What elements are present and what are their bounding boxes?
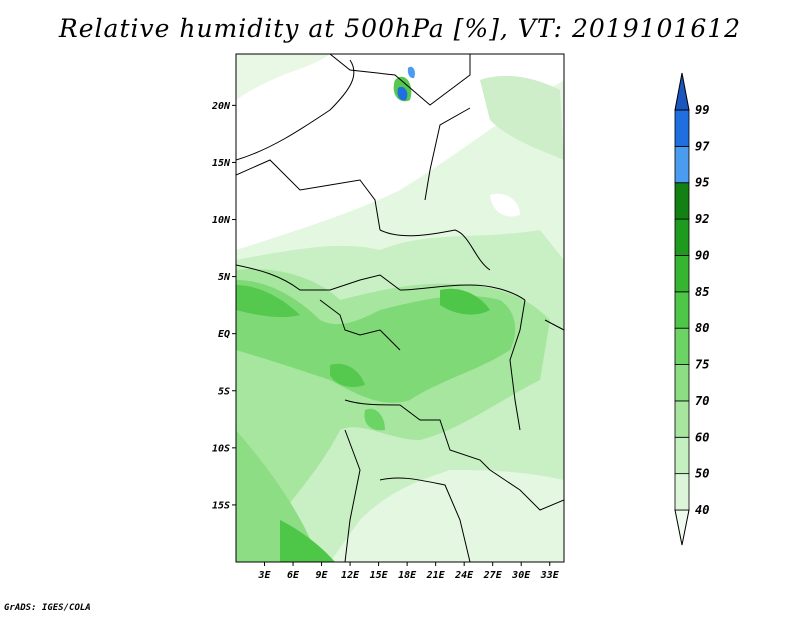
humidity-region <box>280 520 335 562</box>
lat-tick-label: 10S <box>212 443 230 454</box>
lat-tick-label: 15S <box>212 500 230 511</box>
colorbar-segment <box>674 400 690 438</box>
humidity-region <box>236 285 300 318</box>
lon-tick-label: 33E <box>540 570 560 581</box>
humidity-region <box>236 430 320 562</box>
colorbar-segment <box>674 327 690 365</box>
colorbar-label: 97 <box>695 139 710 153</box>
lon-tick-label: 21E <box>426 570 446 581</box>
lat-tick-label: 10N <box>212 215 231 226</box>
colorbar-segment <box>674 72 690 111</box>
lon-tick-label: 3E <box>257 570 271 581</box>
colorbar-segment <box>674 473 690 511</box>
colorbar-label: 90 <box>695 248 709 262</box>
colorbar-segment <box>674 109 690 147</box>
humidity-region <box>490 193 520 217</box>
country-borders <box>236 54 564 562</box>
colorbar-label: 95 <box>695 176 709 190</box>
chart-title: Relative humidity at 500hPa [%], VT: 201… <box>58 14 742 43</box>
lat-tick-label: EQ <box>218 329 230 340</box>
humidity-region <box>407 66 415 79</box>
humidity-field <box>236 54 564 562</box>
lon-tick-label: 24E <box>454 570 474 581</box>
colorbar-segment <box>674 255 690 293</box>
colorbar-label: 99 <box>695 103 709 117</box>
colorbar-segment <box>674 145 690 184</box>
humidity-region <box>397 86 408 101</box>
colorbar-segment <box>674 364 690 402</box>
lon-tick-label: 9E <box>316 570 329 581</box>
colorbar-segment <box>674 182 690 220</box>
colorbar-label: 80 <box>695 321 709 335</box>
colorbar-label: 75 <box>695 358 709 372</box>
humidity-region <box>480 75 564 160</box>
lon-tick-label: 30E <box>511 570 531 581</box>
lon-tick-label: 18E <box>398 570 417 581</box>
grads-credit: GrADS: IGES/COLA <box>4 603 91 613</box>
humidity-region <box>236 280 516 403</box>
colorbar-segment <box>674 509 690 546</box>
lat-tick-label: 5S <box>218 386 230 397</box>
lat-tick-label: 20N <box>211 101 231 112</box>
colorbar-label: 40 <box>695 503 709 517</box>
humidity-region <box>236 54 330 100</box>
humidity-region <box>330 363 365 387</box>
colorbar-segment <box>674 218 690 256</box>
lon-tick-label: 12E <box>341 570 360 581</box>
lat-tick-label: 5N <box>218 272 231 283</box>
lon-tick-label: 15E <box>370 570 389 581</box>
colorbar-label: 50 <box>695 467 709 481</box>
colorbar: 40 50 60 70 75 80 85 90 92 95 97 99 <box>674 72 710 546</box>
lon-tick-label: 6E <box>287 570 300 581</box>
map-frame: 20N 15N 10N 5N EQ 5S 10S 15S 3E 6E 9E 12E 15E 18E 21E 2… <box>211 53 565 581</box>
colorbar-label: 60 <box>695 430 709 444</box>
colorbar-label: 92 <box>695 212 709 226</box>
humidity-region <box>440 288 490 315</box>
colorbar-segment <box>674 291 690 329</box>
colorbar-label: 70 <box>695 394 709 408</box>
humidity-region <box>364 408 385 431</box>
lat-tick-label: 15N <box>212 158 231 169</box>
lon-tick-label: 27E <box>483 570 503 581</box>
colorbar-segment <box>674 436 690 475</box>
colorbar-label: 85 <box>695 285 709 299</box>
